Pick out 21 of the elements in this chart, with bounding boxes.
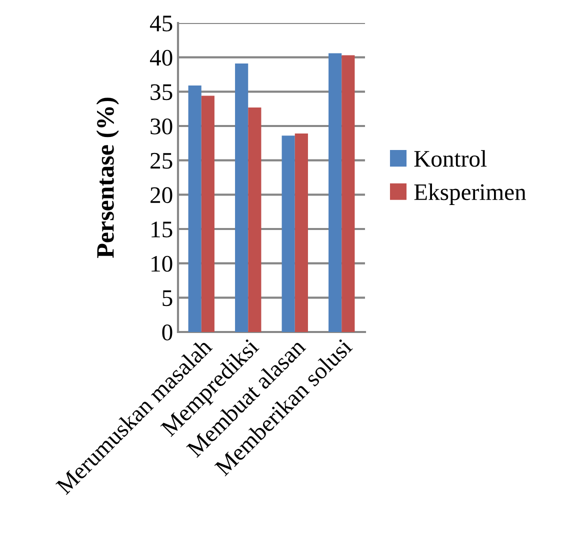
y-tick-label: 25 [150, 152, 172, 169]
y-tick-label: 0 [162, 324, 172, 340]
y-tick-label: 45 [150, 16, 172, 32]
bar [282, 136, 295, 332]
bar [328, 53, 342, 332]
y-tick-label: 20 [150, 187, 172, 204]
legend-label: Kontrol [414, 150, 487, 167]
y-tick-label: 15 [152, 222, 172, 238]
y-tick-label: 40 [150, 50, 172, 66]
legend-label: Eksperimen [414, 184, 526, 205]
y-tick-label: 35 [150, 84, 172, 100]
bar [248, 107, 262, 332]
bar [342, 55, 355, 332]
bar [201, 96, 214, 332]
y-tick-label: 30 [150, 118, 172, 134]
y-axis-title: Persentase (%) [96, 98, 119, 258]
y-tick-label: 10 [152, 256, 172, 272]
bar [188, 85, 202, 332]
bar [235, 64, 248, 332]
bar [294, 134, 308, 332]
y-tick-label: 5 [162, 290, 172, 306]
